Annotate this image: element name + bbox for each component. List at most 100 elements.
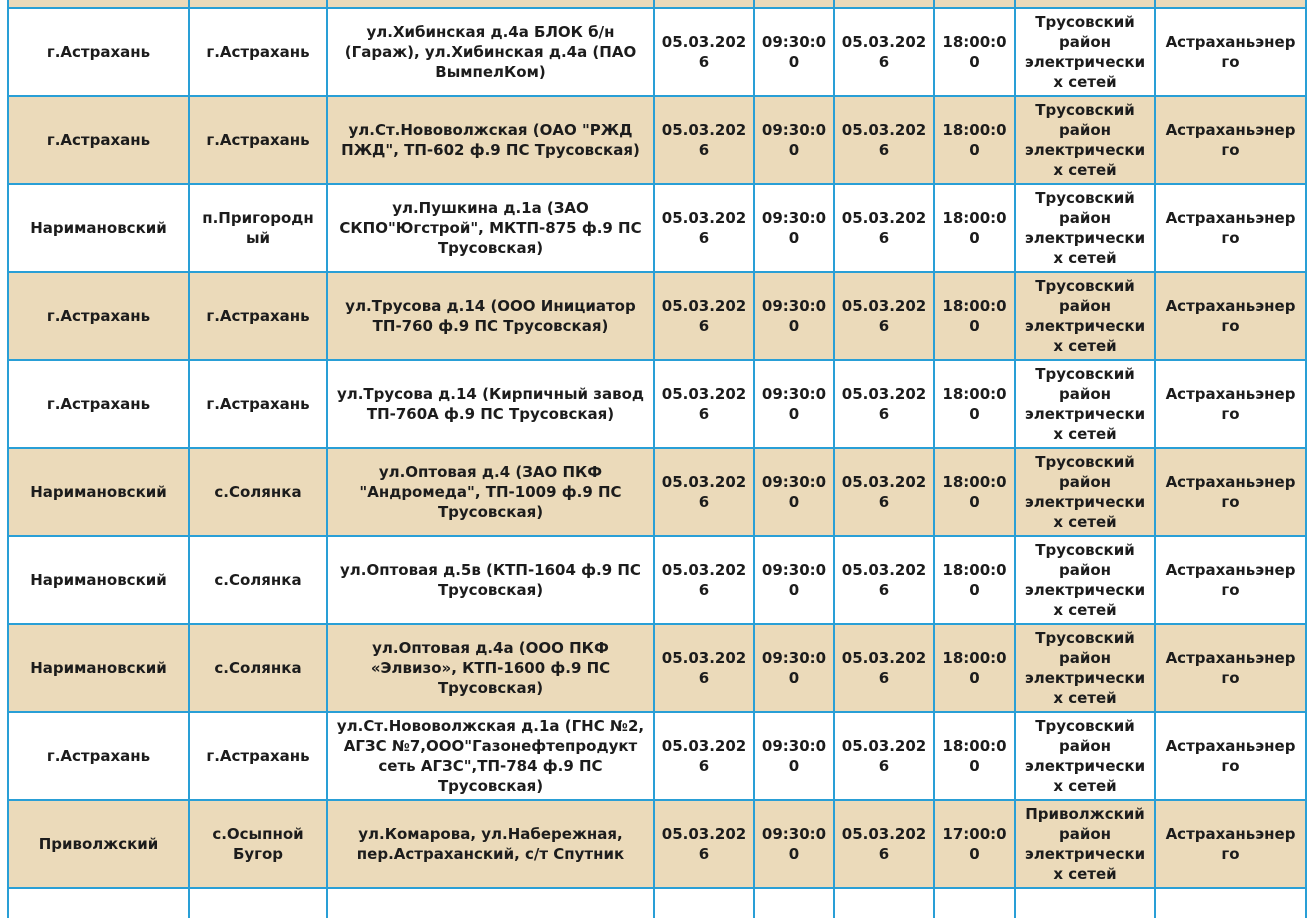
cell-district: Наримановский	[7, 535, 190, 625]
cell-end-date: 05.03.2026	[833, 799, 935, 889]
cell-start-time: 09:30:00	[753, 535, 835, 625]
cell-district: Наримановский	[7, 447, 190, 537]
cell-end-time: 18:00:00	[933, 535, 1016, 625]
cell-start-date: 05.03.2026	[653, 359, 755, 449]
cell-empty	[653, 0, 755, 9]
cell-company: Астраханьэнерго	[1154, 535, 1307, 625]
cell-empty	[1154, 887, 1307, 918]
cell-district: г.Астрахань	[7, 711, 190, 801]
cell-network-region: Приволжский район электрических сетей	[1014, 799, 1156, 889]
cell-address: ул.Трусова д.14 (Кирпичный завод ТП-760А…	[326, 359, 655, 449]
cell-locality: г.Астрахань	[188, 271, 328, 361]
cell-locality: с.Солянка	[188, 623, 328, 713]
cell-end-date: 05.03.2026	[833, 359, 935, 449]
cell-start-time: 09:30:00	[753, 447, 835, 537]
cell-empty	[188, 0, 328, 9]
cell-end-time: 18:00:00	[933, 711, 1016, 801]
cell-end-date: 05.03.2026	[833, 7, 935, 97]
cell-company: Астраханьэнерго	[1154, 95, 1307, 185]
cell-start-date: 05.03.2026	[653, 711, 755, 801]
cell-empty	[833, 0, 935, 9]
cell-end-time: 18:00:00	[933, 95, 1016, 185]
cell-start-date: 05.03.2026	[653, 271, 755, 361]
cell-start-date: 05.03.2026	[653, 623, 755, 713]
cell-empty	[7, 887, 190, 918]
cell-locality: г.Астрахань	[188, 7, 328, 97]
cell-end-date: 05.03.2026	[833, 183, 935, 273]
cell-empty	[933, 0, 1016, 9]
table-row: Наримановский с.Солянка ул.Оптовая д.4 (…	[7, 447, 1307, 537]
table-row: г.Астрахань г.Астрахань ул.Хибинская д.4…	[7, 7, 1307, 97]
cell-network-region: Трусовский район электрических сетей	[1014, 7, 1156, 97]
cell-end-date: 05.03.2026	[833, 535, 935, 625]
cell-address: ул.Пушкина д.1а (ЗАО СКПО"Югстрой", МКТП…	[326, 183, 655, 273]
cell-network-region: Трусовский район электрических сетей	[1014, 535, 1156, 625]
cell-start-time: 09:30:00	[753, 271, 835, 361]
table-row: г.Астрахань г.Астрахань ул.Трусова д.14 …	[7, 271, 1307, 361]
cell-address: ул.Ст.Нововолжская д.1а (ГНС №2, АГЗС №7…	[326, 711, 655, 801]
cell-start-date: 05.03.2026	[653, 447, 755, 537]
cell-end-time: 18:00:00	[933, 447, 1016, 537]
cell-district: г.Астрахань	[7, 271, 190, 361]
cell-empty	[653, 887, 755, 918]
cell-start-date: 05.03.2026	[653, 799, 755, 889]
cell-district: Приволжский	[7, 799, 190, 889]
cell-start-time: 09:30:00	[753, 711, 835, 801]
cell-district: г.Астрахань	[7, 7, 190, 97]
cell-start-date: 05.03.2026	[653, 183, 755, 273]
cell-district: Наримановский	[7, 183, 190, 273]
cell-locality: г.Астрахань	[188, 359, 328, 449]
cell-address: ул.Ст.Нововолжская (ОАО "РЖД ПЖД", ТП-60…	[326, 95, 655, 185]
cell-start-date: 05.03.2026	[653, 535, 755, 625]
cell-end-time: 18:00:00	[933, 7, 1016, 97]
cell-locality: г.Астрахань	[188, 711, 328, 801]
cell-empty	[753, 0, 835, 9]
cell-district: Наримановский	[7, 623, 190, 713]
cell-company: Астраханьэнерго	[1154, 623, 1307, 713]
cell-address: ул.Оптовая д.4 (ЗАО ПКФ "Андромеда", ТП-…	[326, 447, 655, 537]
cell-start-time: 09:30:00	[753, 799, 835, 889]
cell-address: ул.Комарова, ул.Набережная, пер.Астрахан…	[326, 799, 655, 889]
cell-locality: с.Осыпной Бугор	[188, 799, 328, 889]
cell-network-region: Трусовский район электрических сетей	[1014, 623, 1156, 713]
cell-end-date: 05.03.2026	[833, 711, 935, 801]
cell-empty	[326, 0, 655, 9]
cell-network-region: Трусовский район электрических сетей	[1014, 711, 1156, 801]
cell-empty	[933, 887, 1016, 918]
table-row: Наримановский с.Солянка ул.Оптовая д.4а …	[7, 623, 1307, 713]
cell-company: Астраханьэнерго	[1154, 799, 1307, 889]
cell-start-date: 05.03.2026	[653, 95, 755, 185]
cell-locality: п.Пригородный	[188, 183, 328, 273]
cell-network-region: Трусовский район электрических сетей	[1014, 271, 1156, 361]
cell-end-date: 05.03.2026	[833, 271, 935, 361]
cell-start-time: 09:30:00	[753, 95, 835, 185]
cell-company: Астраханьэнерго	[1154, 183, 1307, 273]
cell-start-time: 09:30:00	[753, 359, 835, 449]
cell-address: ул.Хибинская д.4а БЛОК б/н (Гараж), ул.Х…	[326, 7, 655, 97]
table-row: г.Астрахань г.Астрахань ул.Ст.Нововолжск…	[7, 711, 1307, 801]
cell-end-date: 05.03.2026	[833, 623, 935, 713]
cell-empty	[1014, 0, 1156, 9]
cell-address: ул.Оптовая д.5в (КТП-1604 ф.9 ПС Трусовс…	[326, 535, 655, 625]
table-row: г.Астрахань г.Астрахань ул.Трусова д.14 …	[7, 359, 1307, 449]
cell-empty	[1154, 0, 1307, 9]
table-row: г.Астрахань г.Астрахань ул.Ст.Нововолжск…	[7, 95, 1307, 185]
table-row: Приволжский с.Осыпной Бугор ул.Комарова,…	[7, 799, 1307, 889]
cell-company: Астраханьэнерго	[1154, 7, 1307, 97]
table-row: Наримановский с.Солянка ул.Оптовая д.5в …	[7, 535, 1307, 625]
cell-start-date: 05.03.2026	[653, 7, 755, 97]
cell-empty	[833, 887, 935, 918]
cell-empty	[1014, 887, 1156, 918]
cell-end-time: 18:00:00	[933, 623, 1016, 713]
cell-end-date: 05.03.2026	[833, 95, 935, 185]
cell-end-time: 17:00:00	[933, 799, 1016, 889]
cell-locality: г.Астрахань	[188, 95, 328, 185]
cell-district: г.Астрахань	[7, 95, 190, 185]
cell-company: Астраханьэнерго	[1154, 447, 1307, 537]
table-row-partial-bottom	[7, 887, 1307, 918]
cell-network-region: Трусовский район электрических сетей	[1014, 359, 1156, 449]
cell-address: ул.Оптовая д.4а (ООО ПКФ «Элвизо», КТП-1…	[326, 623, 655, 713]
cell-end-date: 05.03.2026	[833, 447, 935, 537]
cell-locality: с.Солянка	[188, 535, 328, 625]
